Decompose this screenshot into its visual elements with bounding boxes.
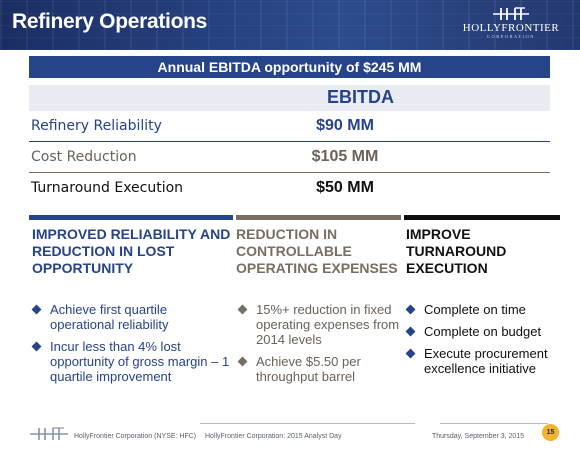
ebitda-opportunity-banner: Annual EBITDA opportunity of $245 MM [29,56,550,78]
hf-monogram-icon [493,7,529,20]
diamond-bullet-icon [31,341,42,352]
bullet-text: Execute procurement excellence initiativ… [424,346,548,376]
hollyfrontier-logo: HOLLYFRONTIER CORPORATION [456,6,566,46]
refinery-background-image [0,0,580,50]
row-value: $90 MM [316,117,374,134]
table-row-refinery-reliability: Refinery Reliability $90 MM [29,112,550,142]
list-item: Execute procurement excellence initiativ… [404,346,564,376]
ebitda-header-label: EBITDA [327,87,394,107]
list-item: Achieve first quartile operational relia… [30,302,230,332]
column-1-bullet-list: Achieve first quartile operational relia… [30,302,230,391]
footer-divider [440,423,548,424]
column-3-bullet-list: Complete on time Complete on budget Exec… [404,302,564,383]
diamond-bullet-icon [405,304,416,315]
diamond-bullet-icon [237,304,248,315]
page-title: Refinery Operations [12,10,208,33]
column-2-bullet-list: 15%+ reduction in fixed operating expens… [236,302,401,391]
bullet-text: Complete on time [424,302,526,317]
column-3-accent-bar [404,215,560,220]
row-value: $50 MM [316,179,374,196]
list-item: Incur less than 4% lost opportunity of g… [30,339,230,384]
footer-event: HollyFrontier Corporation: 2015 Analyst … [205,433,342,440]
footer-date: Thursday, September 3, 2015 [432,433,525,440]
diamond-bullet-icon [405,348,416,359]
bullet-text: Incur less than 4% lost opportunity of g… [50,339,230,384]
column-2-accent-bar [236,215,401,220]
column-2-heading: REDUCTION IN CONTROLLABLE OPERATING EXPE… [236,226,398,276]
bullet-text: Achieve $5.50 per throughput barrel [256,354,361,384]
diamond-bullet-icon [31,304,42,315]
diamond-bullet-icon [405,326,416,337]
page-number-badge: 15 [542,424,559,441]
logo-wordmark: HOLLYFRONTIER [462,22,560,34]
list-item: 15%+ reduction in fixed operating expens… [236,302,401,347]
column-1-accent-bar [29,215,233,220]
diamond-bullet-icon [237,356,248,367]
table-row-turnaround-execution: Turnaround Execution $50 MM [29,174,550,204]
bullet-text: Achieve first quartile operational relia… [50,302,169,332]
column-3-heading: IMPROVE TURNAROUND EXECUTION [406,226,507,276]
bullet-text: Complete on budget [424,324,542,339]
list-item: Achieve $5.50 per throughput barrel [236,354,401,384]
footer-divider [200,423,415,424]
list-item: Complete on budget [404,324,564,339]
hf-footer-logo-icon [30,427,68,440]
row-value: $105 MM [311,148,379,165]
title-bar: Refinery Operations HOLLYFRONTIER CORPOR… [0,0,580,50]
row-label: Turnaround Execution [31,180,184,196]
list-item: Complete on time [404,302,564,317]
table-row-cost-reduction: Cost Reduction $105 MM [29,143,550,173]
row-label: Refinery Reliability [31,118,162,134]
row-label: Cost Reduction [31,149,137,165]
bullet-text: 15%+ reduction in fixed operating expens… [256,302,400,347]
column-1-heading: IMPROVED RELIABILITY AND REDUCTION IN LO… [32,226,231,276]
footer-company: HollyFrontier Corporation (NYSE: HFC) [74,433,197,440]
ebitda-column-header: EBITDA [29,85,550,111]
logo-subtitle: CORPORATION [486,34,535,39]
